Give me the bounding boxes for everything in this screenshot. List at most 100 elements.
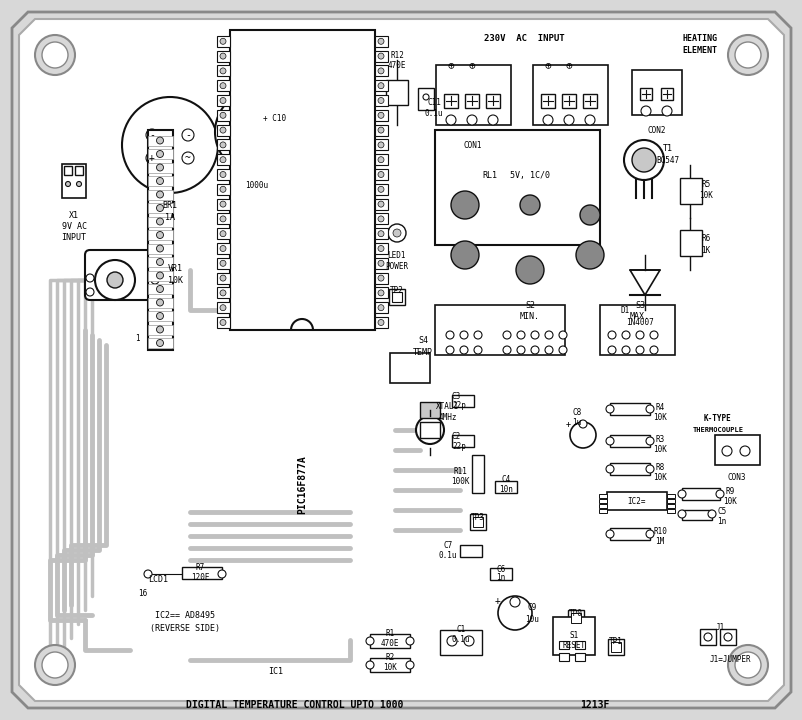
Text: LCD1: LCD1 — [148, 575, 168, 585]
Bar — [419, 402, 439, 418]
Bar — [598, 509, 606, 513]
Text: POWER: POWER — [385, 261, 408, 271]
Circle shape — [378, 201, 383, 207]
Bar — [610, 403, 649, 415]
Text: R4: R4 — [654, 402, 664, 412]
Circle shape — [378, 216, 383, 222]
Text: R5: R5 — [700, 179, 710, 189]
Bar — [574, 641, 585, 649]
Bar — [148, 203, 172, 213]
Circle shape — [182, 152, 194, 164]
Circle shape — [545, 331, 553, 339]
Bar — [390, 353, 429, 383]
Bar — [719, 629, 735, 645]
Circle shape — [520, 195, 539, 215]
Bar — [308, 83, 367, 95]
Circle shape — [156, 137, 164, 144]
Text: R8: R8 — [654, 462, 664, 472]
Bar — [370, 634, 410, 648]
Bar — [553, 617, 594, 655]
Text: VR1: VR1 — [168, 264, 182, 272]
Circle shape — [488, 115, 497, 125]
Bar — [217, 184, 229, 195]
Bar — [472, 517, 482, 527]
Circle shape — [366, 661, 374, 669]
Circle shape — [95, 260, 135, 300]
Polygon shape — [12, 12, 790, 708]
Bar — [217, 95, 229, 106]
Circle shape — [220, 320, 225, 325]
Bar — [375, 66, 387, 76]
Bar — [375, 273, 387, 284]
Circle shape — [721, 446, 731, 456]
Text: R7: R7 — [195, 562, 205, 572]
Circle shape — [156, 286, 164, 292]
Circle shape — [563, 115, 573, 125]
Circle shape — [451, 191, 479, 219]
Bar — [375, 184, 387, 195]
Circle shape — [42, 652, 68, 678]
Text: 1: 1 — [136, 333, 140, 343]
Circle shape — [217, 570, 225, 578]
Circle shape — [423, 94, 428, 100]
Text: C7: C7 — [443, 541, 452, 551]
Circle shape — [649, 346, 657, 354]
Text: C2: C2 — [452, 431, 460, 441]
Text: ELEMENT: ELEMENT — [682, 45, 717, 55]
Bar — [148, 230, 172, 240]
Circle shape — [727, 645, 767, 685]
Text: (REVERSE SIDE): (REVERSE SIDE) — [150, 624, 220, 634]
Text: MAX.: MAX. — [630, 312, 649, 320]
Circle shape — [220, 142, 225, 148]
Bar — [666, 509, 674, 513]
Text: 470E: 470E — [380, 639, 399, 649]
Text: TP2: TP2 — [390, 286, 403, 294]
Polygon shape — [19, 19, 783, 701]
Circle shape — [715, 490, 723, 498]
Circle shape — [182, 129, 194, 141]
Circle shape — [249, 113, 264, 127]
Circle shape — [378, 53, 383, 59]
Text: ~: ~ — [184, 153, 191, 163]
Circle shape — [661, 106, 671, 116]
Bar — [610, 528, 649, 540]
Bar — [148, 130, 172, 350]
Text: CON3: CON3 — [727, 474, 745, 482]
Bar — [148, 217, 172, 227]
Text: 1213F: 1213F — [580, 700, 609, 710]
Bar — [452, 395, 473, 407]
Text: 10K: 10K — [652, 413, 666, 421]
Circle shape — [516, 346, 525, 354]
Circle shape — [530, 346, 538, 354]
Bar — [469, 514, 485, 530]
Circle shape — [220, 171, 225, 178]
Circle shape — [473, 346, 481, 354]
Bar — [375, 154, 387, 165]
Bar — [217, 169, 229, 180]
Bar — [148, 297, 172, 307]
Bar — [148, 176, 172, 186]
Bar — [375, 140, 387, 150]
Circle shape — [406, 637, 414, 645]
Bar — [464, 94, 479, 108]
Bar — [375, 258, 387, 269]
Circle shape — [415, 416, 444, 444]
Circle shape — [707, 510, 715, 518]
Circle shape — [640, 106, 650, 116]
Text: 10K: 10K — [652, 444, 666, 454]
Text: R12: R12 — [390, 50, 403, 60]
Text: +: + — [495, 596, 500, 606]
Bar — [489, 568, 512, 580]
Bar — [598, 494, 606, 498]
Circle shape — [220, 246, 225, 251]
Circle shape — [156, 218, 164, 225]
Bar — [460, 545, 481, 557]
Text: BC547: BC547 — [655, 156, 678, 164]
Circle shape — [156, 150, 164, 158]
Bar — [148, 271, 172, 281]
Circle shape — [677, 510, 685, 518]
Bar — [485, 94, 500, 108]
Circle shape — [378, 142, 383, 148]
Bar — [64, 166, 72, 175]
Circle shape — [635, 331, 643, 339]
